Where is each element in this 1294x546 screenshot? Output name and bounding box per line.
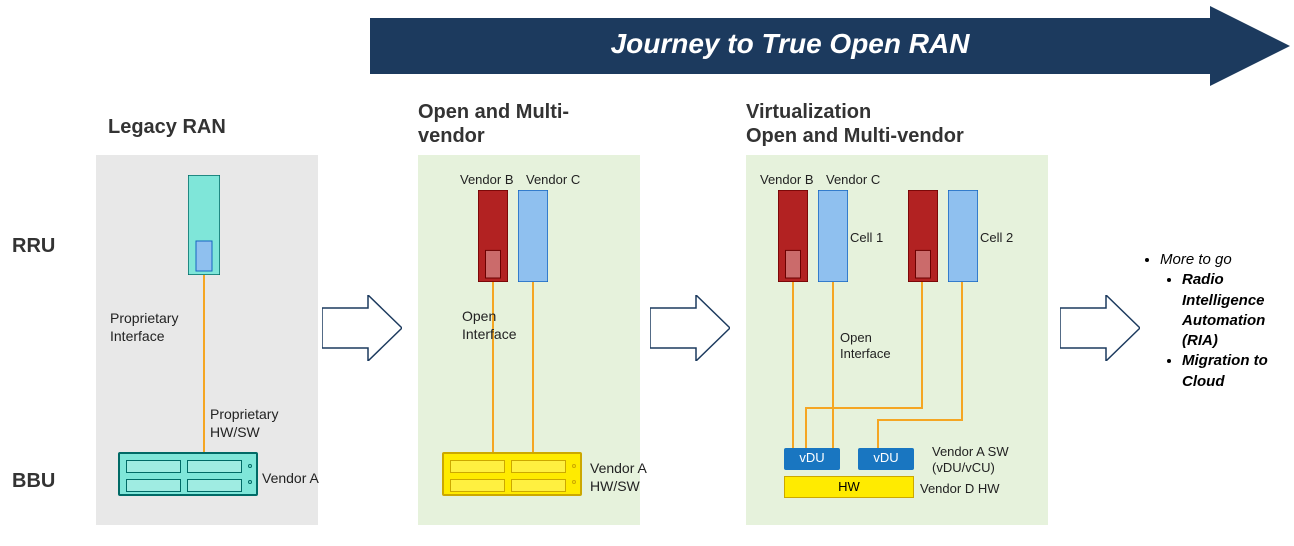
wire [203,275,205,452]
antenna [908,190,938,282]
vdu-box: vDU [858,448,914,470]
bbu-unit [118,452,258,496]
progress-arrow-0 [322,295,402,366]
hw-box: HW [784,476,914,498]
text-label: Cell 2 [980,230,1013,246]
progress-arrow-1 [650,295,730,366]
column-title: Virtualization Open and Multi-vendor [746,100,964,148]
future-item: Radio Intelligence Automation (RIA) [1182,270,1292,351]
text-label: Proprietary Interface [110,310,178,345]
antenna [778,190,808,282]
bbu-slot [450,479,505,492]
bbu-slot [511,479,566,492]
text-label: Vendor B [760,172,814,188]
text-label: Vendor B [460,172,514,188]
bbu-slot [126,460,181,473]
future-intro-text: More to go [1160,251,1232,268]
bbu-slot [187,479,242,492]
text-label: Proprietary HW/SW [210,406,278,441]
text-label: Open Interface [840,330,891,363]
text-label: Open Interface [462,308,516,343]
title-arrow: Journey to True Open RAN [370,6,1290,86]
antenna [188,175,220,275]
wire [792,282,794,448]
text-label: Vendor A SW (vDU/vCU) [932,444,1009,477]
bbu-unit [442,452,582,496]
vdu-box: vDU [784,448,840,470]
future-items: Radio Intelligence Automation (RIA)Migra… [1160,270,1292,392]
row-label-bbu: BBU [12,470,55,493]
bbu-slot [126,479,181,492]
column-title: Legacy RAN [108,115,226,139]
text-label: Vendor A HW/SW [590,460,647,495]
row-label-rru: RRU [12,235,55,258]
progress-arrow-2 [1060,295,1140,366]
future-list: More to go Radio Intelligence Automation… [1142,250,1292,392]
antenna [518,190,548,282]
bbu-slot [511,460,566,473]
text-label: Vendor C [826,172,880,188]
text-label: Vendor D HW [920,481,999,497]
antenna [478,190,508,282]
column-title: Open and Multi- vendor [418,100,569,148]
future-item: Migration to Cloud [1182,351,1292,392]
wire-routed [874,282,966,452]
wire [532,282,534,452]
text-label: Vendor C [526,172,580,188]
text-label: Vendor A [262,470,319,488]
future-intro: More to go Radio Intelligence Automation… [1160,250,1292,392]
title-arrow-text: Journey to True Open RAN [370,28,1210,60]
antenna [818,190,848,282]
antenna [948,190,978,282]
bbu-slot [450,460,505,473]
text-label: Cell 1 [850,230,883,246]
bbu-slot [187,460,242,473]
